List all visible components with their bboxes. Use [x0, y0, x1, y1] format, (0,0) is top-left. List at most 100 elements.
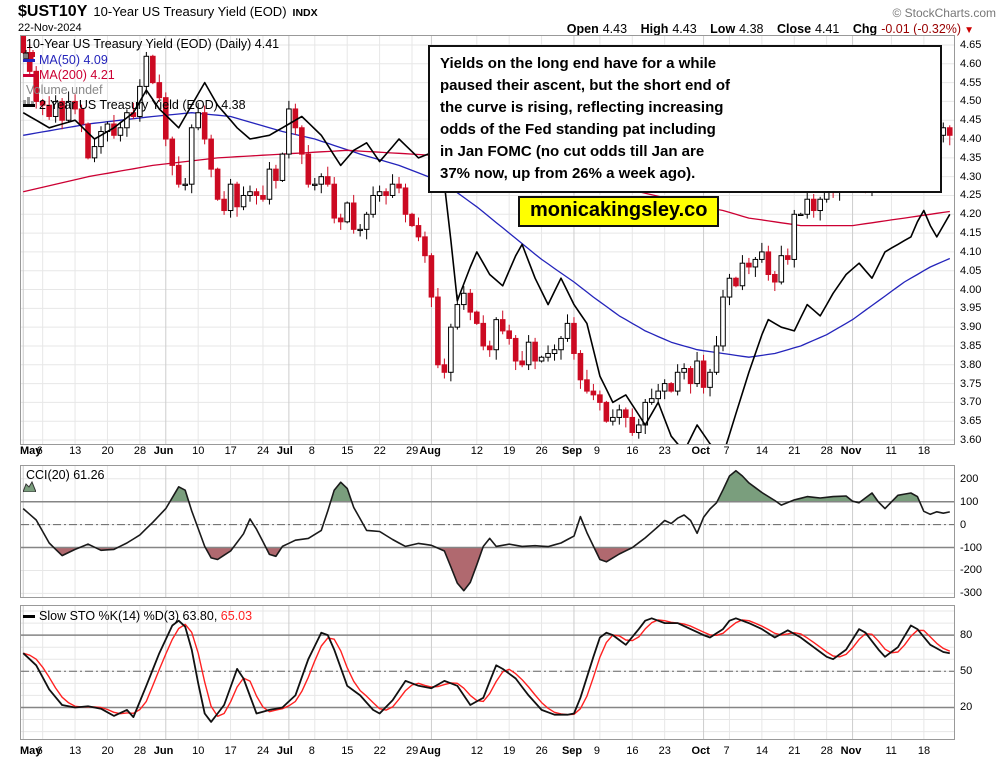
high-value: 4.43 — [672, 22, 697, 36]
y-axis-label: 4.20 — [960, 208, 982, 221]
y-axis-label: 3.60 — [960, 434, 982, 446]
y-axis-label: 3.90 — [960, 321, 982, 334]
x-axis-month-label: Nov — [840, 745, 862, 757]
x-axis-day-label: 13 — [69, 445, 82, 457]
x-axis-day-label: 17 — [224, 745, 237, 757]
legend-sto: Slow STO %K(14) %D(3) 63.80, 65.03 — [23, 609, 252, 624]
watermark-link[interactable]: monicakingsley.co — [518, 196, 720, 227]
x-axis-day-label: 24 — [256, 745, 270, 757]
x-axis-month-label: Jun — [153, 445, 174, 457]
legend-ma200: MA(200) 4.21 — [23, 68, 115, 83]
cci-y-axis-label: -100 — [960, 541, 983, 554]
x-axis-month-label: Oct — [691, 445, 710, 457]
y-axis-label: 4.55 — [960, 76, 982, 89]
high-label: High — [640, 22, 669, 36]
x-axis-day-label: 6 — [36, 745, 43, 757]
chart-header: $UST10Y 10-Year US Treasury Yield (EOD) IN… — [18, 3, 318, 21]
x-axis-day-label: 19 — [503, 745, 516, 757]
x-axis-day-label: 14 — [755, 745, 769, 757]
x-axis-month-label: May — [20, 745, 42, 757]
sto-line-icon — [23, 615, 35, 619]
x-axis-day-label: 7 — [723, 745, 730, 757]
y-axis-label: 4.40 — [960, 133, 982, 146]
close-label: Close — [777, 22, 812, 36]
x-axis-day-label: 12 — [470, 445, 484, 457]
x-axis-day-label: 15 — [341, 445, 354, 457]
down-triangle-icon: ▼ — [964, 25, 974, 36]
x-axis-day-label: 28 — [820, 745, 833, 757]
x-axis-day-label: 8 — [308, 445, 315, 457]
x-axis-day-label: 20 — [101, 745, 114, 757]
x-axis-month-label: Oct — [691, 745, 710, 757]
x-axis-day-label: 21 — [788, 745, 801, 757]
y-axis-label: 3.80 — [960, 358, 982, 371]
x-axis-day-label: 29 — [405, 445, 419, 457]
x-axis-month-label: Jun — [153, 745, 174, 757]
x-axis-month-label: Aug — [419, 445, 441, 457]
chg-value: -0.01 (-0.32%) — [881, 22, 962, 36]
y-axis-label: 3.85 — [960, 339, 982, 352]
cci-y-axis-label: 100 — [960, 495, 979, 508]
cci-panel — [20, 465, 955, 598]
x-axis-day-label: 11 — [885, 445, 897, 457]
x-axis-month-label: Jul — [276, 445, 293, 457]
y-axis-label: 3.75 — [960, 377, 982, 390]
x-axis-day-label: 28 — [820, 445, 833, 457]
y-axis-label: 3.70 — [960, 396, 982, 409]
legend-main-series: 10-Year US Treasury Yield (EOD) (Daily) … — [23, 37, 280, 62]
y-axis-label: 4.65 — [960, 39, 982, 51]
x-axis-day-label: 21 — [788, 445, 801, 457]
annotation-box: Yields on the long end have for a while … — [428, 45, 942, 193]
x-axis-month-label: Aug — [419, 745, 441, 757]
cci-y-axis-label: -300 — [960, 587, 983, 600]
legend-volume-label: Volume undef — [26, 83, 103, 97]
x-axis-day-label: 28 — [133, 745, 147, 757]
ma50-line-icon — [23, 59, 35, 63]
x-axis-day-label: 29 — [405, 745, 419, 757]
x-axis-day-label: 14 — [755, 445, 769, 457]
x-axis-day-label: 20 — [101, 445, 114, 457]
legend-volume: Volume undef — [23, 83, 103, 106]
x-axis-day-label: 18 — [917, 445, 931, 457]
x-axis-day-label: 10 — [192, 745, 205, 757]
page-title: 10-Year US Treasury Yield (EOD) — [93, 4, 287, 19]
x-axis-day-label: 9 — [593, 445, 600, 457]
x-axis-day-label: 26 — [535, 745, 548, 757]
ma200-line-icon — [23, 74, 35, 78]
exchange-tag: INDX — [292, 7, 318, 19]
x-axis-day-label: 15 — [341, 745, 354, 757]
x-axis-month-label: Sep — [561, 445, 583, 457]
legend-sto-label: Slow STO %K(14) %D(3) 63.80, — [39, 609, 218, 623]
x-axis-day-label: 11 — [885, 745, 897, 757]
x-axis-day-label: 13 — [69, 745, 82, 757]
x-axis-day-label: 9 — [593, 745, 600, 757]
sto-y-axis-label: 80 — [960, 629, 973, 642]
stockcharts-copyright[interactable]: © StockCharts.com — [892, 6, 996, 20]
legend-main-series-label: 10-Year US Treasury Yield (EOD) (Daily) … — [26, 37, 280, 51]
symbol: $UST10Y — [18, 3, 88, 20]
x-axis-month-label: Sep — [561, 745, 583, 757]
chg-label: Chg — [852, 22, 878, 36]
y-axis-label: 4.25 — [960, 189, 982, 202]
x-axis-day-label: 6 — [36, 445, 43, 457]
open-label: Open — [566, 22, 599, 36]
open-value: 4.43 — [602, 22, 628, 36]
legend-ma50-label: MA(50) 4.09 — [39, 53, 108, 67]
x-axis-day-label: 24 — [256, 445, 270, 457]
cci-y-axis-label: 200 — [960, 472, 979, 485]
x-axis-day-label: 8 — [308, 745, 315, 757]
x-axis-day-label: 26 — [535, 445, 548, 457]
legend-cci: CCI(20) 61.26 — [23, 468, 105, 492]
legend-ma50: MA(50) 4.09 — [23, 53, 108, 68]
legend-sto-d-value: 65.03 — [220, 609, 253, 623]
y-axis-label: 4.35 — [960, 151, 982, 164]
x-axis-day-label: 12 — [470, 745, 484, 757]
y-axis-label: 4.15 — [960, 227, 982, 240]
x-axis-day-label: 22 — [373, 445, 386, 457]
y-axis-label: 4.00 — [960, 283, 982, 296]
y-axis-label: 4.60 — [960, 57, 982, 70]
chart-date: 22-Nov-2024 — [18, 22, 82, 34]
x-axis-month-label: May — [20, 445, 42, 457]
low-label: Low — [710, 22, 736, 36]
y-axis-label: 4.05 — [960, 264, 982, 277]
